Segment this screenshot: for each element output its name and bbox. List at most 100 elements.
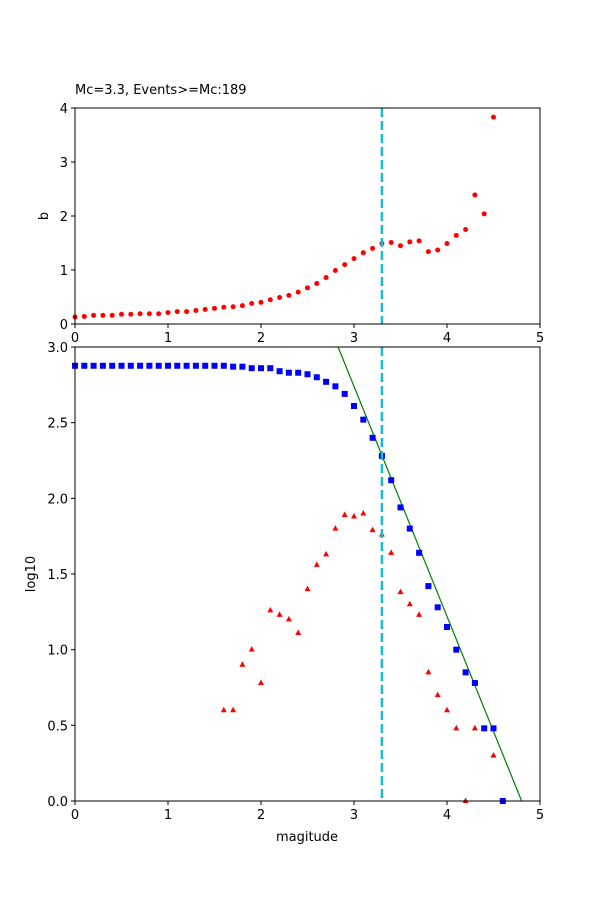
cumulative-point <box>109 362 116 369</box>
noncumulative-point <box>230 706 237 713</box>
x-tick-label: 0 <box>71 331 79 346</box>
cumulative-point <box>397 504 404 511</box>
noncumulative-point <box>239 661 246 667</box>
y-tick-label: 1.5 <box>47 568 68 583</box>
b-value-point <box>481 211 487 217</box>
cumulative-point <box>313 374 320 381</box>
cumulative-point <box>155 362 162 369</box>
noncumulative-point <box>351 512 357 519</box>
noncumulative-point <box>462 797 469 803</box>
b-value-point <box>342 262 348 268</box>
y-tick-label: 0.5 <box>47 719 68 734</box>
noncumulative-point <box>276 611 283 617</box>
y-tick-label: 1.0 <box>47 644 68 659</box>
cumulative-point <box>174 362 181 369</box>
x-tick-label: 1 <box>164 808 172 823</box>
axes-frame <box>74 346 541 802</box>
fit-line <box>337 347 523 801</box>
noncumulative-point <box>341 511 348 517</box>
cumulative-point <box>453 646 460 653</box>
cumulative-point <box>295 369 302 376</box>
b-value-point <box>463 227 469 232</box>
b-value-point <box>491 114 496 120</box>
b-value-point <box>146 311 152 317</box>
b-value-point <box>230 304 236 310</box>
cumulative-point <box>230 363 237 370</box>
b-value-point <box>407 239 413 245</box>
cumulative-point <box>341 390 348 397</box>
b-value-point <box>137 311 143 317</box>
x-tick-label: 3 <box>350 808 358 823</box>
x-tick-label: 4 <box>443 331 451 346</box>
y-tick-label: 3 <box>60 156 68 171</box>
noncumulative-point <box>369 526 376 533</box>
bottom-x-axis-label: magitude <box>276 830 338 845</box>
noncumulative-point <box>360 509 367 516</box>
x-tick-label: 0 <box>71 808 79 823</box>
noncumulative-point <box>258 679 264 685</box>
b-value-point <box>332 268 338 274</box>
noncumulative-point <box>388 549 395 555</box>
cumulative-point <box>406 525 413 532</box>
y-tick-label: 0 <box>60 318 68 333</box>
cumulative-point <box>239 363 246 370</box>
b-value-point <box>323 275 329 281</box>
b-value-point <box>174 309 180 315</box>
b-value-point <box>398 243 403 249</box>
noncumulative-point <box>248 646 255 652</box>
cumulative-point <box>360 416 367 423</box>
noncumulative-point <box>471 724 478 731</box>
b-value-point <box>119 311 124 317</box>
cumulative-point <box>248 365 255 372</box>
b-value-point <box>314 281 320 286</box>
b-value-point <box>258 299 264 305</box>
noncumulative-point <box>304 585 311 592</box>
noncumulative-point <box>267 606 274 613</box>
top-y-axis-label: b <box>37 212 52 220</box>
b-value-point <box>370 245 376 251</box>
y-tick-label: 0.0 <box>47 795 68 810</box>
b-value-point <box>351 256 357 262</box>
cumulative-point <box>90 362 97 369</box>
noncumulative-point <box>332 525 339 531</box>
b-value-point <box>267 297 273 303</box>
x-tick-label: 5 <box>536 331 544 346</box>
noncumulative-point <box>220 706 227 713</box>
cumulative-point <box>146 362 153 369</box>
b-value-point <box>91 312 97 318</box>
x-tick-label: 3 <box>350 331 358 346</box>
b-value-point <box>425 249 431 255</box>
b-value-point <box>277 295 283 301</box>
b-value-point <box>453 232 459 238</box>
b-value-point <box>109 312 115 318</box>
y-tick-label: 2 <box>60 210 68 225</box>
y-tick-label: 4 <box>60 102 68 117</box>
cumulative-point <box>332 383 339 390</box>
y-tick-label: 2.0 <box>47 492 68 507</box>
cumulative-point <box>490 725 497 732</box>
b-value-point <box>239 303 245 309</box>
b-value-point <box>128 311 134 317</box>
b-value-point <box>472 192 478 198</box>
chart-title: Mc=3.3, Events>=Mc:189 <box>75 83 247 98</box>
noncumulative-point <box>285 615 292 622</box>
b-value-point <box>305 285 310 291</box>
b-value-point <box>193 308 199 313</box>
b-value-point <box>202 306 208 312</box>
x-tick-label: 5 <box>536 808 544 823</box>
b-value-point <box>286 292 292 298</box>
cumulative-point <box>183 362 190 369</box>
cumulative-point <box>285 369 292 376</box>
b-value-point <box>221 304 227 310</box>
noncumulative-point <box>406 600 413 607</box>
cumulative-point <box>444 623 450 630</box>
cumulative-point <box>202 362 209 369</box>
x-tick-label: 2 <box>257 808 265 823</box>
cumulative-point <box>267 365 274 372</box>
y-tick-label: 1 <box>60 264 68 279</box>
cumulative-point <box>165 362 171 369</box>
b-value-point <box>444 241 450 247</box>
x-tick-label: 4 <box>443 808 451 823</box>
